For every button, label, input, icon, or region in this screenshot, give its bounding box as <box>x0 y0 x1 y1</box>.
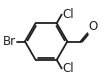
Text: Cl: Cl <box>62 8 74 21</box>
Text: Br: Br <box>3 35 16 48</box>
Text: Cl: Cl <box>62 62 74 75</box>
Text: O: O <box>88 20 97 33</box>
